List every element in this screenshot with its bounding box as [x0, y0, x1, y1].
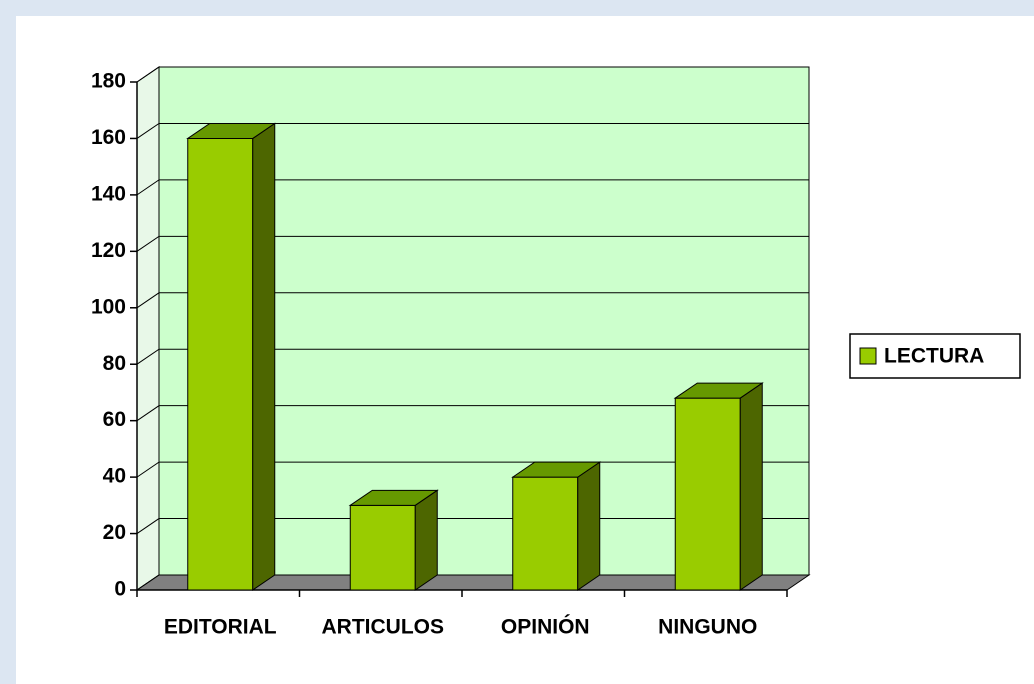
- bar-front: [512, 476, 579, 591]
- legend-swatch: [859, 347, 877, 365]
- y-tick-label: 140: [91, 182, 126, 205]
- bar-front: [349, 504, 416, 591]
- plot: 0 20 40 60 80 100 120 140 160 180 EDITORIAL ARTICUL…: [91, 66, 811, 639]
- x-tick-label: EDITORIAL: [164, 616, 277, 639]
- bar-side: [414, 489, 438, 591]
- grid-line: [136, 348, 809, 365]
- bar-top: [511, 461, 602, 478]
- y-tick-label: 20: [103, 521, 126, 544]
- y-tick-label: 180: [91, 70, 126, 93]
- grid-line: [136, 235, 809, 252]
- bar-front: [674, 397, 741, 591]
- bar-top: [186, 122, 277, 139]
- y-tick-label: 0: [114, 578, 126, 601]
- grid-line: [136, 66, 809, 83]
- bar: [186, 122, 277, 591]
- bar-side: [577, 461, 601, 591]
- bar-side: [739, 382, 763, 591]
- bar-front: [187, 137, 254, 591]
- x-tick-label: ARTICULOS: [322, 616, 445, 639]
- bar-top: [348, 489, 439, 506]
- y-tick-label: 40: [103, 465, 126, 488]
- y-tick-label: 160: [91, 126, 126, 149]
- grid-line: [136, 179, 809, 196]
- x-tick-label: NINGUNO: [658, 616, 757, 639]
- legend-box: [849, 333, 1021, 379]
- y-tick-label: 120: [91, 239, 126, 262]
- legend-label: LECTURA: [884, 345, 984, 368]
- side-wall: [136, 66, 160, 591]
- x-tick-label: OPINIÓN: [501, 615, 590, 639]
- y-tick-label: 100: [91, 295, 126, 318]
- y-tick-label: 80: [103, 352, 126, 375]
- bar: [348, 489, 439, 591]
- grid-line: [136, 405, 809, 422]
- y-tick-label: 60: [103, 408, 126, 431]
- grid-line: [136, 292, 809, 309]
- bar: [673, 382, 764, 591]
- bar-top: [673, 382, 764, 399]
- grid-line: [136, 122, 809, 139]
- bar: [511, 461, 602, 591]
- bar-side: [252, 122, 276, 591]
- legend: LECTURA: [849, 333, 1021, 379]
